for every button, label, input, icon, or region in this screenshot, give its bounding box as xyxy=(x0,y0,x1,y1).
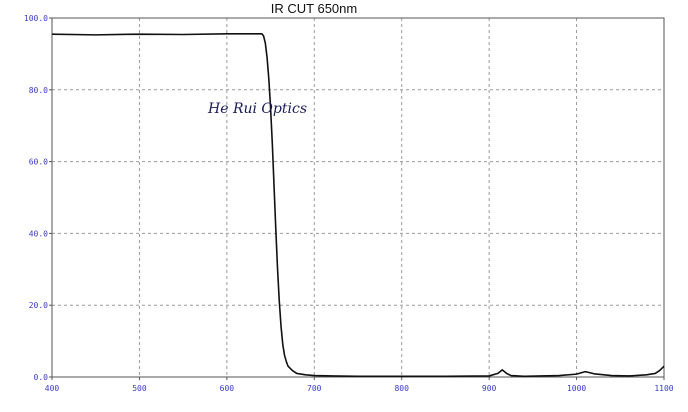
x-tick-label: 900 xyxy=(482,384,497,393)
y-tick-label: 100.0 xyxy=(24,14,48,23)
plot-frame xyxy=(51,17,665,378)
grid-layer xyxy=(52,18,664,377)
x-tick-label: 600 xyxy=(220,384,235,393)
y-tick-label: 40.0 xyxy=(29,229,48,238)
x-tick-label: 700 xyxy=(307,384,322,393)
x-tick-label: 400 xyxy=(45,384,60,393)
transmission-series-line xyxy=(51,33,665,378)
series-layer xyxy=(51,33,665,378)
x-tick-label: 500 xyxy=(132,384,147,393)
y-tick-label: 0.0 xyxy=(34,373,49,382)
y-tick-label: 20.0 xyxy=(29,301,48,310)
x-tick-label: 800 xyxy=(394,384,409,393)
y-tick-label: 80.0 xyxy=(29,86,48,95)
x-tick-label: 1100 xyxy=(654,384,673,393)
watermark-annotation: He Rui Optics xyxy=(207,101,307,117)
x-tick-label: 1000 xyxy=(567,384,586,393)
axis-layer xyxy=(49,17,665,380)
chart-title: IR CUT 650nm xyxy=(271,1,357,16)
y-tick-label: 60.0 xyxy=(29,158,48,167)
tick-label-layer: 400 500 600 700 800 900 1000 1100 0.0 20.0 40.0 60.… xyxy=(24,14,674,393)
